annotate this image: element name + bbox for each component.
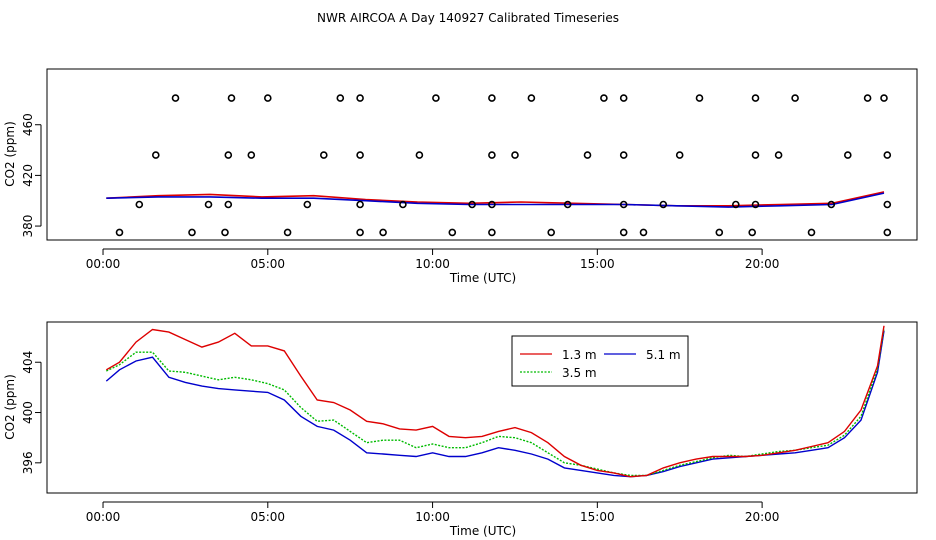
- calibration-point: [619, 200, 628, 209]
- calibration-point: [415, 151, 424, 159]
- calibration-point: [224, 200, 233, 209]
- calibration-point: [791, 94, 799, 102]
- calibration-point: [468, 200, 476, 209]
- calibration-point: [432, 94, 440, 102]
- calibration-point: [152, 151, 160, 159]
- bottom-x-tick-label: 00:00: [86, 510, 121, 524]
- calibration-point: [527, 94, 536, 102]
- bottom-y-tick-label: 400: [21, 401, 35, 424]
- top-panel-axes: 00:00 05:00 10:00 15:00 20:00 380 420 460: [21, 113, 779, 271]
- calibration-point: [135, 200, 144, 209]
- legend-label-5-1m: 5.1 m: [646, 348, 681, 362]
- calibration-point: [303, 200, 312, 209]
- calibration-point: [399, 200, 407, 209]
- calibration-point: [221, 228, 229, 237]
- bottom-y-axis-label: CO2 (ppm): [3, 374, 17, 440]
- calibration-point: [600, 94, 608, 102]
- top-x-tick-label: 00:00: [86, 257, 121, 271]
- calibration-point: [319, 151, 328, 159]
- calibration-point: [336, 94, 345, 102]
- calibration-point: [356, 151, 364, 159]
- series-line-3-5-m: [105, 328, 885, 477]
- bottom-x-tick-label: 15:00: [580, 510, 615, 524]
- bottom-y-tick-label: 396: [21, 451, 35, 474]
- calibration-point: [619, 94, 628, 102]
- calibration-point: [731, 200, 740, 209]
- calibration-point: [224, 151, 233, 159]
- calibration-point: [619, 228, 628, 237]
- calibration-point: [583, 151, 592, 159]
- calibration-point: [695, 94, 704, 102]
- top-y-tick-label: 460: [21, 113, 35, 136]
- bottom-plot-frame: [46, 321, 918, 494]
- top-x-tick-label: 05:00: [250, 257, 285, 271]
- calibration-point: [204, 200, 213, 209]
- calibration-point: [356, 228, 364, 237]
- top-x-tick-label: 20:00: [745, 257, 780, 271]
- top-x-tick-label: 15:00: [580, 257, 615, 271]
- top-plot-frame: [46, 68, 918, 241]
- calibration-point: [488, 200, 496, 209]
- calibration-point: [171, 94, 180, 102]
- bottom-panel-axes: 00:00 05:00 10:00 15:00 20:00 396 400 404: [21, 351, 779, 524]
- bottom-x-axis-label: Time (UTC): [449, 524, 516, 538]
- legend-label-3-5m: 3.5 m: [562, 366, 597, 380]
- bottom-x-tick-label: 20:00: [745, 510, 780, 524]
- top-panel: 00:00 05:00 10:00 15:00 20:00 380 420 460 Time …: [3, 68, 918, 285]
- calibration-point: [751, 200, 760, 209]
- calibration-point: [619, 151, 628, 159]
- top-y-axis-label: CO2 (ppm): [3, 121, 17, 187]
- figure-title: NWR AIRCOA A Day 140927 Calibrated Times…: [317, 11, 619, 25]
- top-x-axis-label: Time (UTC): [449, 271, 516, 285]
- calibration-point: [807, 228, 816, 237]
- calibration-point: [283, 228, 292, 237]
- calibration-point: [883, 151, 892, 159]
- calibration-point: [751, 151, 760, 159]
- bottom-panel-marks: [105, 325, 885, 478]
- top-x-tick-label: 10:00: [415, 257, 450, 271]
- calibration-point: [880, 94, 888, 102]
- calibration-point: [263, 94, 272, 102]
- calibration-point: [659, 200, 668, 209]
- bottom-y-tick-label: 404: [21, 351, 35, 374]
- series-line-1-3-m: [105, 325, 885, 478]
- calibration-point: [675, 151, 684, 159]
- calibration-point: [488, 94, 496, 102]
- calibration-point: [188, 228, 196, 237]
- bottom-x-tick-label: 10:00: [415, 510, 450, 524]
- chart-legend: 1.3 m 5.1 m 3.5 m: [511, 335, 689, 387]
- calibration-point: [547, 228, 556, 237]
- calibration-point: [563, 200, 572, 209]
- calibration-point: [751, 94, 760, 102]
- calibration-point: [115, 228, 124, 237]
- calibration-point: [448, 228, 457, 237]
- bottom-panel: 00:00 05:00 10:00 15:00 20:00 396 400 404 Time …: [3, 321, 918, 538]
- top-y-tick-label: 420: [21, 164, 35, 187]
- calibration-point: [488, 151, 496, 159]
- calibration-point: [748, 228, 757, 237]
- calibration-point: [247, 151, 256, 159]
- calibration-point: [863, 94, 872, 102]
- calibration-point: [356, 94, 364, 102]
- calibration-point: [639, 228, 648, 237]
- calibration-point: [843, 151, 852, 159]
- calibration-point: [227, 94, 236, 102]
- top-y-tick-label: 380: [21, 215, 35, 238]
- calibration-point: [883, 200, 892, 209]
- calibration-point: [883, 228, 892, 237]
- calibration-point: [827, 200, 836, 209]
- top-panel-marks: [106, 94, 892, 237]
- calibration-point: [715, 228, 724, 237]
- calibration-point: [488, 228, 496, 237]
- legend-label-1-3m: 1.3 m: [562, 348, 597, 362]
- calibration-point: [356, 200, 364, 209]
- calibration-point: [379, 228, 387, 237]
- bottom-x-tick-label: 05:00: [250, 510, 285, 524]
- calibration-point: [511, 151, 519, 159]
- legend-box: [511, 335, 689, 387]
- calibration-point: [774, 151, 783, 159]
